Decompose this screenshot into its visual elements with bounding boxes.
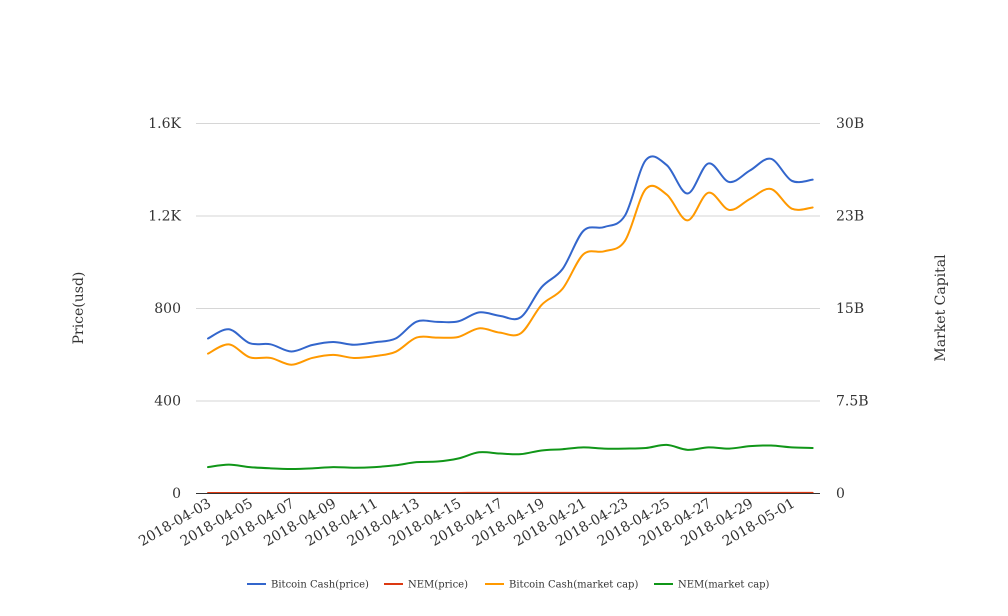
series-line-bitcoin-cash-price: [207, 155, 814, 353]
left-axis-ticks: 0 400 800 1.2K 1.6K: [148, 116, 181, 502]
right-tick-label: 7.5B: [836, 394, 869, 410]
left-tick-label: 800: [154, 301, 181, 317]
right-tick-label: 30B: [836, 116, 864, 132]
right-tick-label: 15B: [836, 301, 864, 317]
legend-label: Bitcoin Cash(price): [271, 580, 369, 591]
right-axis-ticks: 0 7.5B 15B 23B 30B: [836, 116, 869, 502]
left-tick-label: 1.2K: [148, 209, 181, 225]
series-line-nem-market-cap: [207, 443, 814, 470]
legend: Bitcoin Cash(price) NEM(price) Bitcoin Cas…: [247, 580, 770, 591]
left-axis-title: Price(usd): [71, 272, 87, 345]
series-line-bitcoin-cash-market-cap: [207, 184, 814, 366]
right-tick-label: 0: [836, 486, 845, 502]
right-axis-title: Market Capital: [933, 254, 949, 362]
legend-label: Bitcoin Cash(market cap): [509, 580, 638, 591]
grid-layer: [196, 123, 820, 402]
right-tick-label: 23B: [836, 209, 864, 225]
x-axis-ticks: 2018-04-032018-04-052018-04-072018-04-09…: [136, 496, 798, 550]
series-layer: [207, 155, 814, 494]
left-tick-label: 0: [172, 486, 181, 502]
legend-label: NEM(market cap): [678, 580, 770, 591]
legend-label: NEM(price): [408, 580, 468, 591]
left-tick-label: 400: [154, 394, 181, 410]
left-tick-label: 1.6K: [148, 116, 181, 132]
